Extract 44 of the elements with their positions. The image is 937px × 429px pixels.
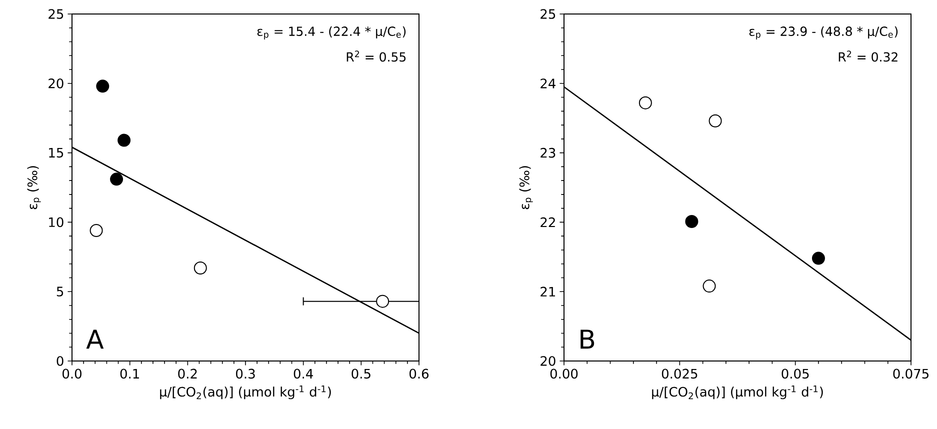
y-tick-label: 25 <box>48 9 64 19</box>
annotation: ε$_{p}$ = 23.9 - (48.8 * μ/C$_{e}$) <box>749 26 898 40</box>
y-axis-title: ε$_{p}$ (‰) <box>27 166 41 210</box>
x-tick-label: 0.2 <box>178 368 197 379</box>
y-tick-label: 15 <box>49 148 64 158</box>
x-tick-label: 0.05 <box>782 368 809 379</box>
x-axis-title: μ/[CO$_{2}$(aq)] (μmol kg$^{-1}$ d$^{-1}$) <box>652 386 823 400</box>
point <box>708 114 722 128</box>
point <box>194 262 207 275</box>
y-tick-label: 25 <box>540 9 556 19</box>
point <box>376 294 390 308</box>
point <box>685 215 698 228</box>
annotation: R$^{2}$ = 0.55 <box>346 50 406 62</box>
x-tick-label: 0.6 <box>410 368 429 379</box>
point <box>110 172 124 186</box>
x-tick-label: 0.025 <box>662 368 698 379</box>
x-tick-label: 0.1 <box>120 368 139 379</box>
point <box>812 252 825 265</box>
y-tick-label: 21 <box>540 286 556 296</box>
x-tick-label: 0.4 <box>294 368 313 379</box>
y-tick-label: 23 <box>540 148 556 158</box>
y-tick-label: 20 <box>540 356 556 366</box>
point <box>702 280 716 293</box>
annotation: ε$_{p}$ = 15.4 - (22.4 * μ/C$_{e}$) <box>257 26 406 40</box>
y-tick-label: 10 <box>49 217 64 228</box>
x-tick-label: 0.0 <box>62 368 82 379</box>
y-tick-label: 24 <box>540 78 556 88</box>
point <box>90 224 103 238</box>
point <box>638 96 652 110</box>
y-tick-label: 5 <box>56 286 64 296</box>
x-tick-label: 0.00 <box>550 368 578 379</box>
annotation: R$^{2}$ = 0.32 <box>838 50 898 62</box>
y-tick-label: 22 <box>540 217 555 228</box>
x-axis-title: μ/[CO$_{2}$(aq)] (μmol kg$^{-1}$ d$^{-1}$) <box>160 386 331 400</box>
x-tick-label: 0.5 <box>352 368 370 379</box>
y-axis-title: ε$_{p}$ (‰) <box>519 166 533 210</box>
y-tick-label: 0 <box>56 356 64 366</box>
annotation: A <box>86 330 104 349</box>
x-tick-label: 0.075 <box>893 368 928 379</box>
x-tick-label: 0.3 <box>236 368 255 379</box>
point <box>118 134 131 147</box>
annotation: B <box>580 330 594 349</box>
point <box>96 80 110 93</box>
y-tick-label: 20 <box>48 78 64 88</box>
